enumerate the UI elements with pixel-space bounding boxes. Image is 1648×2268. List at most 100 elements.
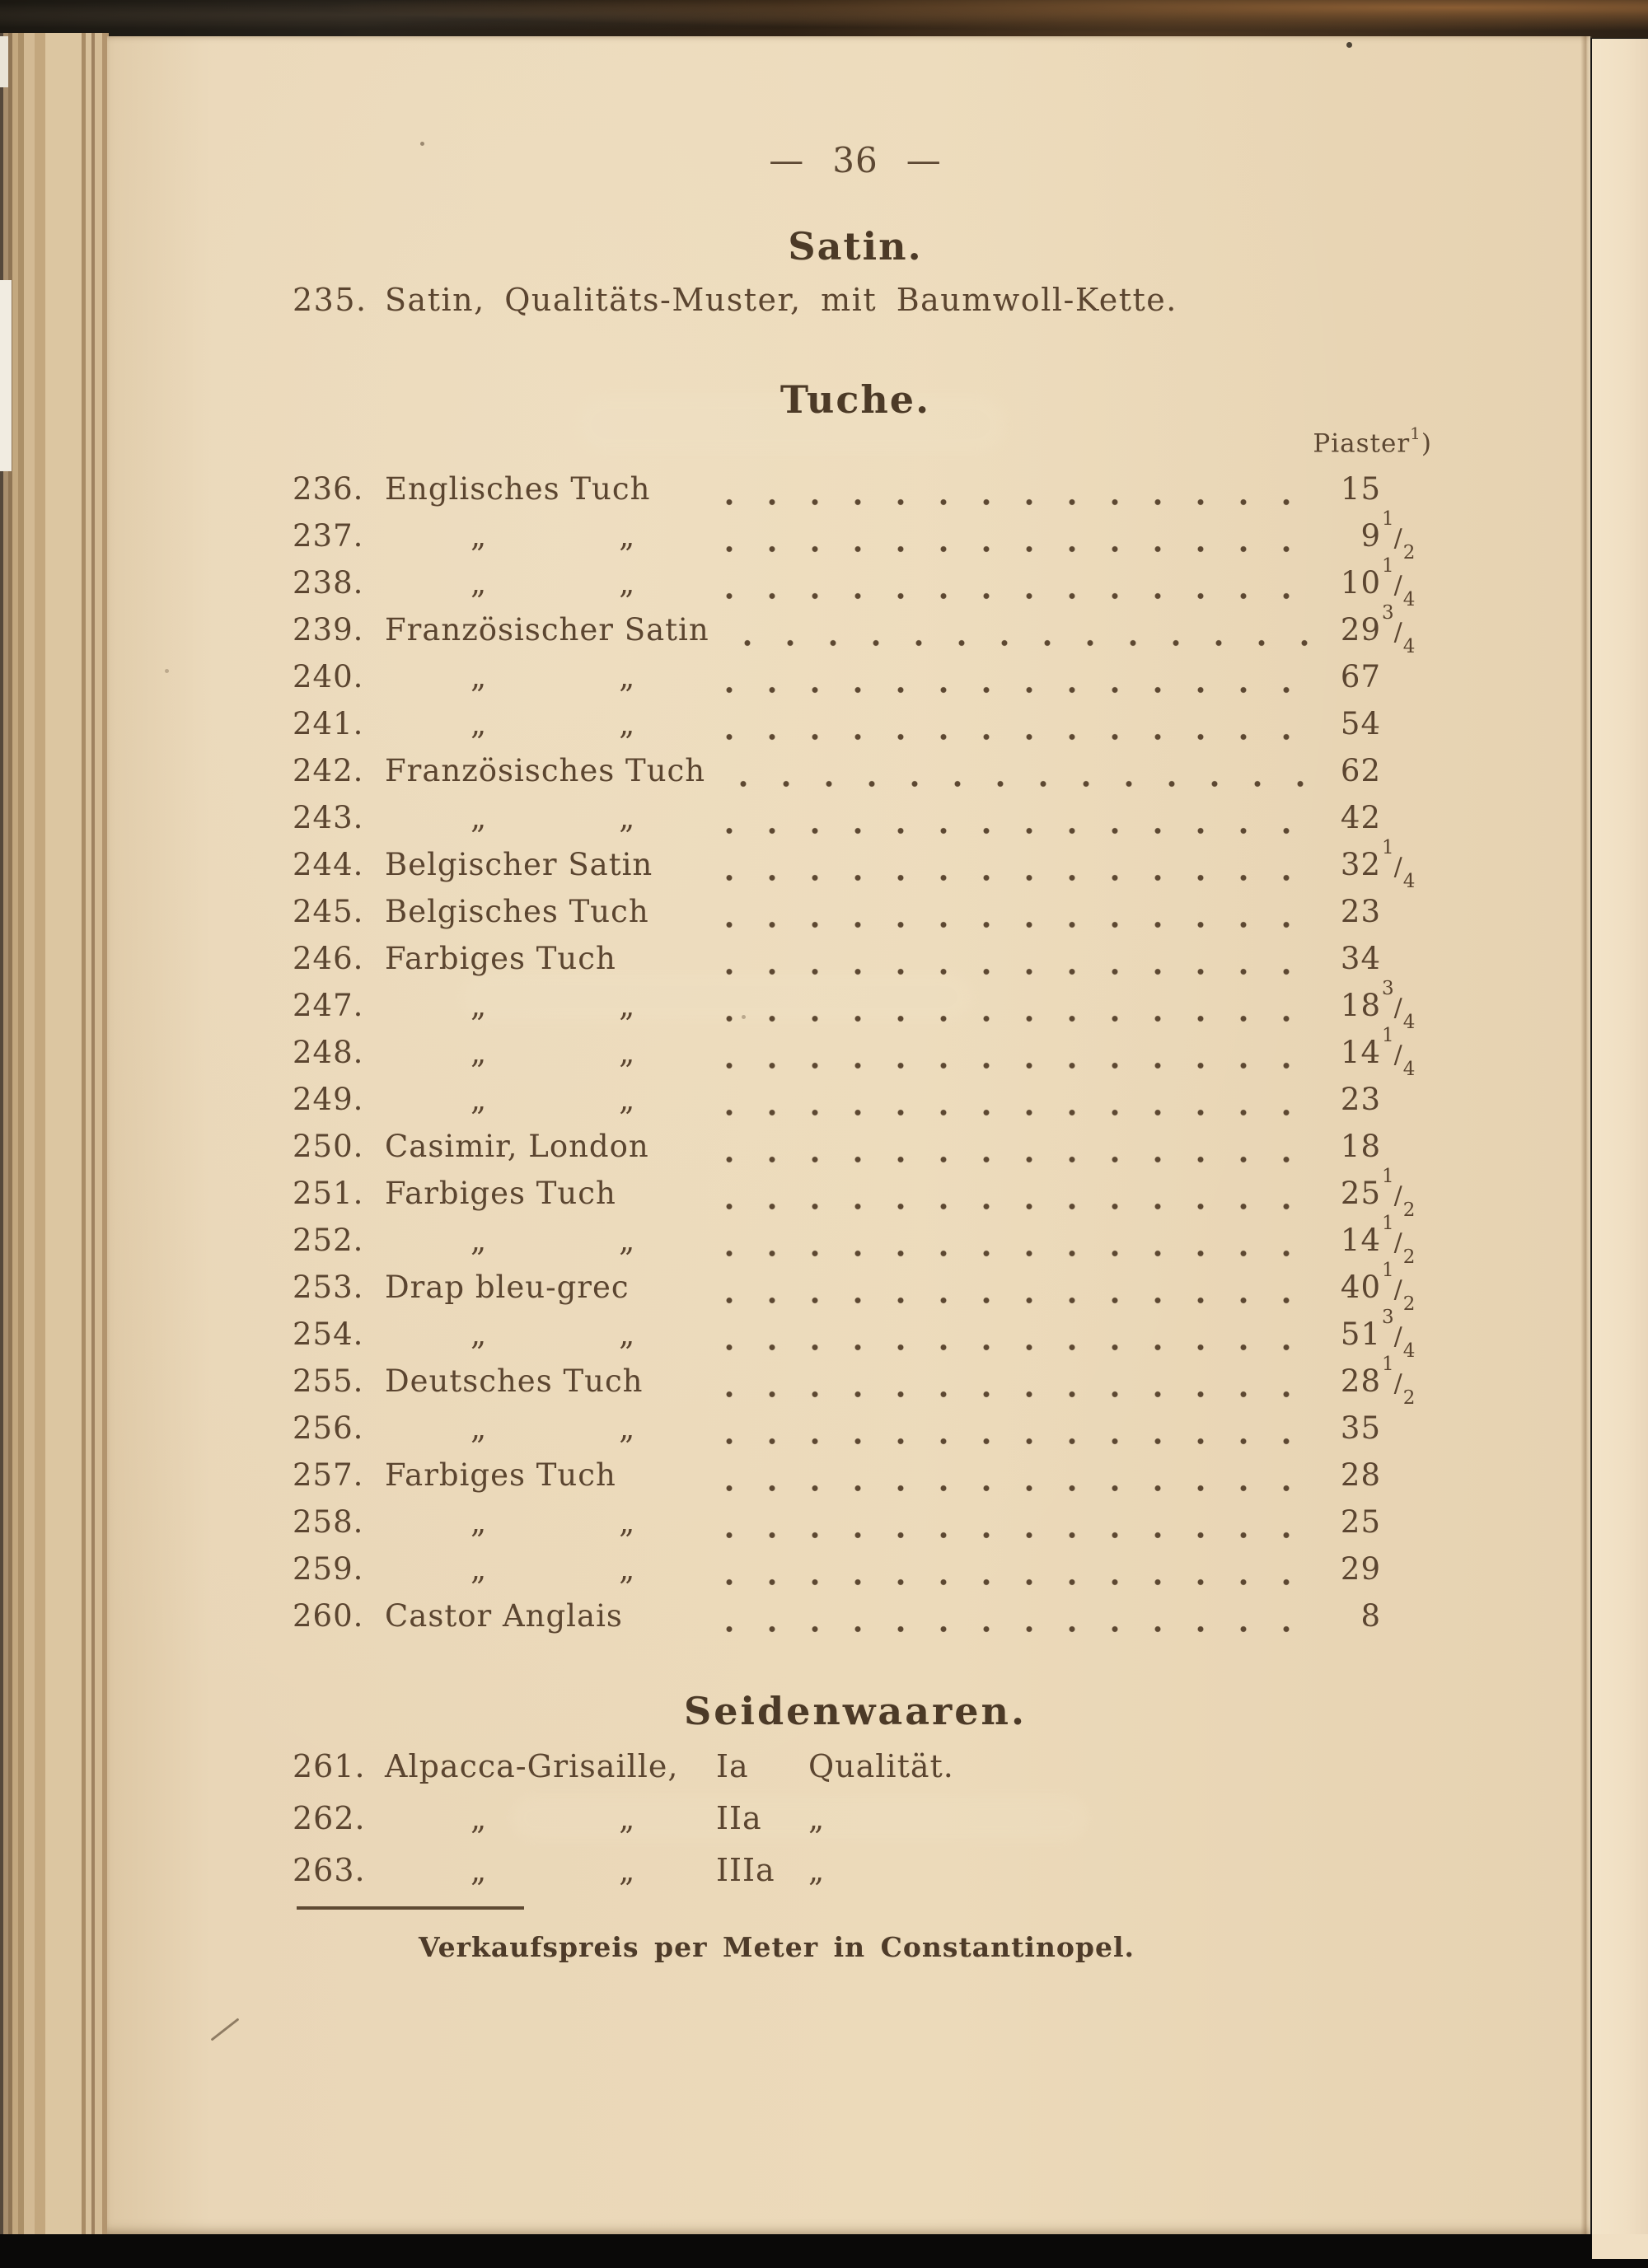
item-name: Englisches Tuch — [385, 471, 651, 507]
dot-leader — [696, 1129, 1309, 1176]
quality-grade: IIIa — [716, 1852, 775, 1888]
table-row: 250. Casimir, London 18 — [293, 1129, 1426, 1176]
silk-table: 261. Alpacca-Grisaille, Ia Qualität. 262. „ „… — [293, 1748, 1426, 1904]
item-name: „ „ — [385, 518, 696, 554]
item-name: Französischer Satin — [385, 612, 709, 648]
item-price: 8 — [1360, 1598, 1381, 1634]
table-row: 259. „ „ 29 — [293, 1551, 1426, 1598]
table-row: 238. „ „ 10 1/4 — [293, 555, 1426, 612]
item-price: 29 3/4 — [1340, 601, 1416, 658]
ditto-mark: „ — [471, 1504, 488, 1540]
ditto-mark: „ — [619, 1223, 636, 1258]
ditto-mark: „ — [619, 1551, 636, 1587]
item-name: „ „ — [385, 1316, 696, 1352]
ditto-mark: „ — [619, 1035, 636, 1070]
table-row: 251. Farbiges Tuch 25 1/2 — [293, 1165, 1426, 1223]
item-price: 14 1/4 — [1340, 1024, 1416, 1081]
item-row-235: 235. Satin, Qualitäts-Muster, mit Baumwo… — [293, 282, 1177, 318]
ditto-mark: „ — [619, 518, 636, 554]
dot-leader — [696, 565, 1309, 612]
item-name: „ „ — [385, 1223, 696, 1258]
ditto-mark: „ — [471, 1853, 488, 1888]
seidenwaaren-heading: Seidenwaaren. — [683, 1689, 1028, 1733]
dot-leader — [696, 988, 1309, 1035]
item-price: 23 — [1340, 894, 1381, 929]
table-row: 260. Castor Anglais 8 — [293, 1598, 1426, 1645]
dash: — — [906, 140, 942, 180]
table-row: 242. Französisches Tuch 62 — [293, 753, 1426, 800]
footnote-marker: 1 — [1410, 423, 1421, 443]
ditto-mark: „ — [471, 659, 488, 694]
item-number: 255. — [293, 1363, 364, 1399]
item-number: 247. — [293, 988, 364, 1023]
item-name: Drap bleu-grec — [385, 1270, 630, 1305]
dot-leader — [696, 1363, 1309, 1410]
page-edge-highlight — [0, 36, 8, 87]
page-stack-edge — [0, 33, 109, 2238]
table-row: 236. Englisches Tuch 15 — [293, 471, 1426, 518]
table-row: 252. „ „ 14 1/2 — [293, 1212, 1426, 1270]
table-row: 240. „ „ 67 — [293, 659, 1426, 706]
ditto-mark: „ — [619, 1410, 636, 1446]
table-row: 254. „ „ 51 3/4 — [293, 1306, 1426, 1363]
dot-leader — [696, 1270, 1309, 1316]
ditto-mark: „ — [471, 1551, 488, 1587]
ditto-mark: „ — [619, 988, 636, 1023]
item-price: 25 1/2 — [1340, 1165, 1416, 1222]
item-name: Deutsches Tuch — [385, 1363, 644, 1399]
item-name: „ „ — [385, 1504, 696, 1540]
item-name: „ „ — [385, 1800, 696, 1836]
item-price: 14 1/2 — [1340, 1212, 1416, 1269]
table-row: 237. „ „ 9 1/2 — [293, 507, 1426, 565]
table-row: 241. „ „ 54 — [293, 706, 1426, 753]
ditto-mark: „ — [471, 565, 488, 601]
item-price: 9 1/2 — [1360, 507, 1416, 564]
item-name: „ „ — [385, 1082, 696, 1117]
dot-leader — [696, 1316, 1309, 1363]
item-name: „ „ — [385, 706, 696, 741]
item-name: Belgischer Satin — [385, 847, 653, 882]
table-row: 245. Belgisches Tuch 23 — [293, 894, 1426, 941]
paper-speck — [420, 142, 424, 146]
item-name: Farbiges Tuch — [385, 941, 616, 976]
show-through-ghost — [577, 395, 1005, 453]
table-row: 246. Farbiges Tuch 34 — [293, 941, 1426, 988]
item-number: 239. — [293, 612, 364, 648]
item-price: 28 1/2 — [1340, 1353, 1416, 1410]
item-number: 253. — [293, 1270, 364, 1305]
dot-leader — [696, 1551, 1309, 1598]
table-row: 263. „ „ IIIa „ — [293, 1852, 1426, 1904]
item-name: Casimir, London — [385, 1129, 649, 1164]
ditto-mark: „ — [619, 1082, 636, 1117]
ditto-mark: „ — [471, 1410, 488, 1446]
ditto-mark: „ — [619, 1853, 636, 1888]
ditto-mark: „ — [619, 1801, 636, 1836]
ditto-mark: „ — [471, 1801, 488, 1836]
table-row: 256. „ „ 35 — [293, 1410, 1426, 1457]
ditto-mark: „ — [471, 1223, 488, 1258]
item-number: 258. — [293, 1504, 364, 1540]
item-price: 28 — [1340, 1457, 1381, 1493]
item-price: 18 — [1340, 1129, 1381, 1164]
dot-leader — [696, 1035, 1309, 1082]
scan-bottom-shadow — [0, 2234, 1648, 2268]
dot-leader — [696, 471, 1309, 518]
item-price: 54 — [1340, 706, 1381, 741]
dot-leader — [696, 1176, 1309, 1223]
item-name: „ „ — [385, 565, 696, 601]
dot-leader — [696, 941, 1309, 988]
page-edge-highlight — [0, 280, 12, 471]
item-price: 34 — [1340, 941, 1381, 976]
item-price: 51 3/4 — [1340, 1306, 1416, 1363]
dot-leader — [696, 1082, 1309, 1129]
item-name: Französisches Tuch — [385, 753, 706, 788]
dash: — — [769, 140, 805, 180]
item-price: 29 — [1340, 1551, 1381, 1587]
facing-page-edge — [1592, 39, 1648, 2259]
page-number: 36 — [832, 140, 878, 180]
ditto-mark: „ — [808, 1801, 826, 1836]
table-row: 253. Drap bleu-grec 40 1/2 — [293, 1260, 1426, 1316]
item-number: 240. — [293, 659, 364, 694]
item-number: 263. — [293, 1852, 366, 1888]
item-price: 67 — [1340, 659, 1381, 694]
